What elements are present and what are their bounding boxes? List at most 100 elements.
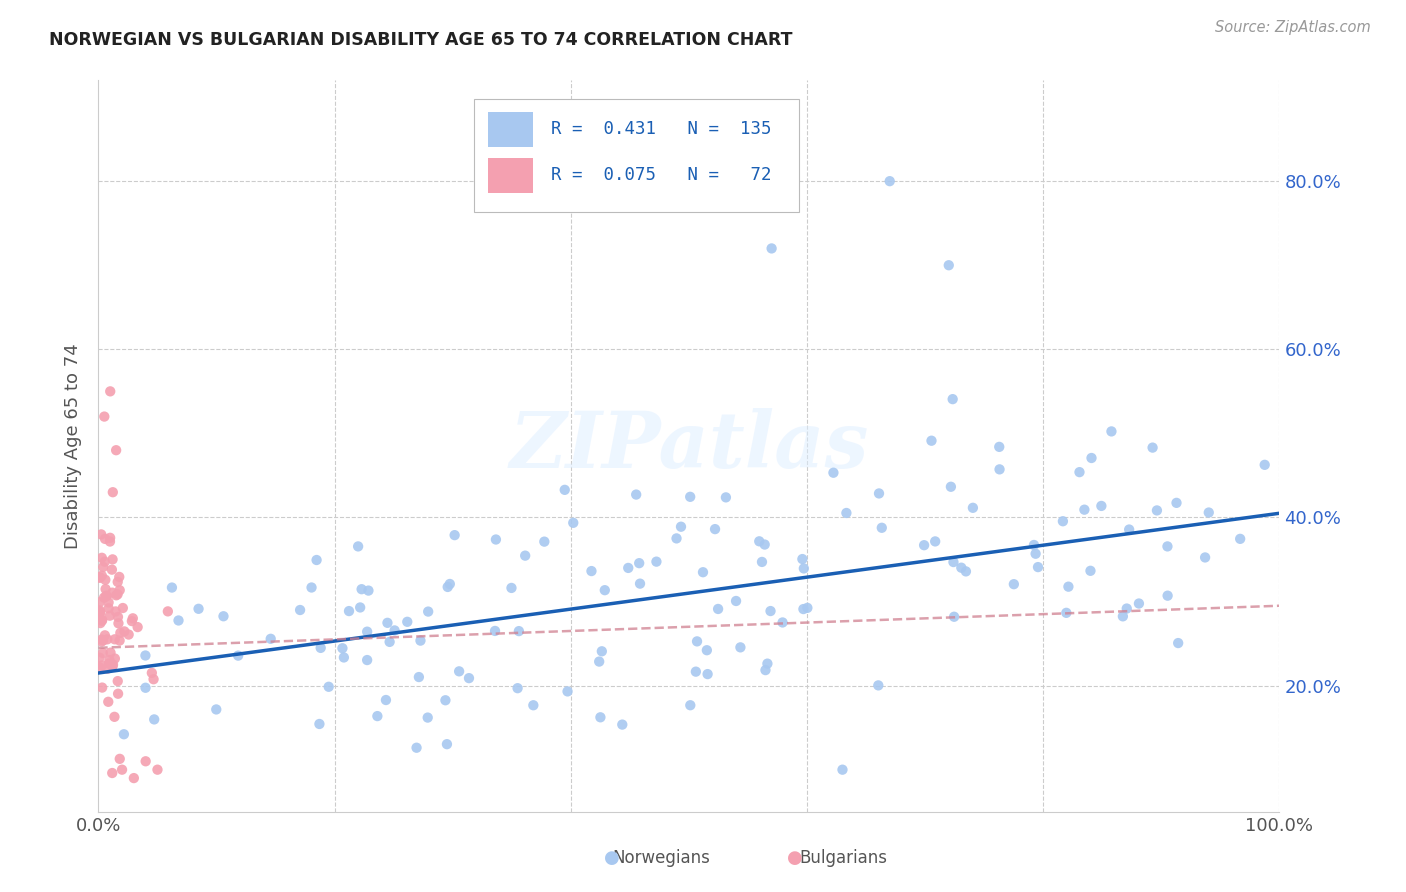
Point	[679, 698, 702, 713]
Point	[356, 624, 378, 639]
Point	[1167, 636, 1189, 650]
Point	[90, 527, 112, 541]
Point	[187, 602, 209, 616]
Point	[1080, 564, 1102, 578]
Point	[308, 717, 330, 731]
Point	[754, 537, 776, 551]
Point	[1156, 589, 1178, 603]
Point	[515, 549, 537, 563]
Point	[868, 486, 890, 500]
Point	[94, 589, 117, 603]
Point	[89, 616, 111, 631]
Point	[127, 620, 149, 634]
Point	[962, 500, 984, 515]
Point	[205, 702, 228, 716]
Point	[943, 609, 966, 624]
Point	[107, 687, 129, 701]
Point	[112, 727, 135, 741]
Point	[506, 681, 529, 696]
Point	[112, 624, 135, 639]
Point	[396, 615, 419, 629]
Point	[104, 632, 127, 647]
Point	[761, 242, 783, 256]
Point	[591, 644, 613, 658]
Point	[449, 665, 471, 679]
Point	[754, 663, 776, 677]
Point	[533, 534, 555, 549]
Point	[378, 635, 401, 649]
Point	[104, 604, 127, 618]
Point	[1118, 523, 1140, 537]
Point	[1099, 425, 1122, 439]
Point	[436, 580, 458, 594]
Point	[288, 603, 311, 617]
Point	[792, 552, 814, 566]
Point	[121, 614, 143, 628]
Point	[89, 605, 111, 619]
Point	[101, 485, 124, 500]
Point	[134, 648, 156, 663]
Point	[484, 624, 506, 638]
Point	[357, 583, 380, 598]
Point	[101, 563, 124, 577]
Point	[458, 671, 481, 685]
Point	[879, 174, 901, 188]
Text: NORWEGIAN VS BULGARIAN DISABILITY AGE 65 TO 74 CORRELATION CHART: NORWEGIAN VS BULGARIAN DISABILITY AGE 65…	[49, 31, 793, 49]
Point	[366, 709, 388, 723]
Point	[1054, 606, 1077, 620]
Point	[108, 633, 131, 648]
Point	[1002, 577, 1025, 591]
Point	[105, 588, 128, 602]
Text: R =  0.431   N =  135: R = 0.431 N = 135	[551, 120, 772, 138]
Point	[831, 763, 853, 777]
Point	[868, 678, 890, 692]
Point	[337, 604, 360, 618]
Point	[588, 655, 610, 669]
Point	[107, 574, 129, 589]
Point	[107, 674, 129, 689]
Point	[581, 564, 603, 578]
Point	[108, 752, 131, 766]
Point	[305, 553, 328, 567]
Point	[301, 581, 323, 595]
Point	[1194, 550, 1216, 565]
Point	[912, 538, 935, 552]
Point	[730, 640, 752, 655]
Point	[942, 555, 965, 569]
Point	[1128, 597, 1150, 611]
Point	[1254, 458, 1277, 472]
Point	[593, 583, 616, 598]
Point	[93, 409, 115, 424]
Point	[160, 581, 183, 595]
Point	[111, 601, 134, 615]
Point	[1069, 465, 1091, 479]
Text: ●: ●	[786, 849, 803, 867]
Point	[141, 665, 163, 680]
Point	[100, 646, 122, 660]
Point	[409, 633, 432, 648]
Point	[97, 595, 120, 609]
Point	[89, 660, 111, 674]
Point	[1057, 580, 1080, 594]
Point	[1115, 601, 1137, 615]
Point	[1025, 547, 1047, 561]
Point	[796, 600, 818, 615]
Point	[94, 555, 117, 569]
Point	[628, 576, 651, 591]
Point	[377, 615, 399, 630]
Text: ZIPatlas: ZIPatlas	[509, 408, 869, 484]
Point	[408, 670, 430, 684]
Bar	[488, 112, 533, 147]
Point	[91, 658, 114, 673]
Point	[107, 610, 129, 624]
Point	[405, 740, 427, 755]
Point	[751, 555, 773, 569]
Point	[91, 614, 114, 628]
Point	[98, 534, 121, 549]
Point	[91, 633, 114, 648]
Point	[107, 587, 129, 601]
Point	[384, 624, 406, 638]
Point	[108, 570, 131, 584]
Point	[96, 589, 118, 603]
Point	[870, 521, 893, 535]
